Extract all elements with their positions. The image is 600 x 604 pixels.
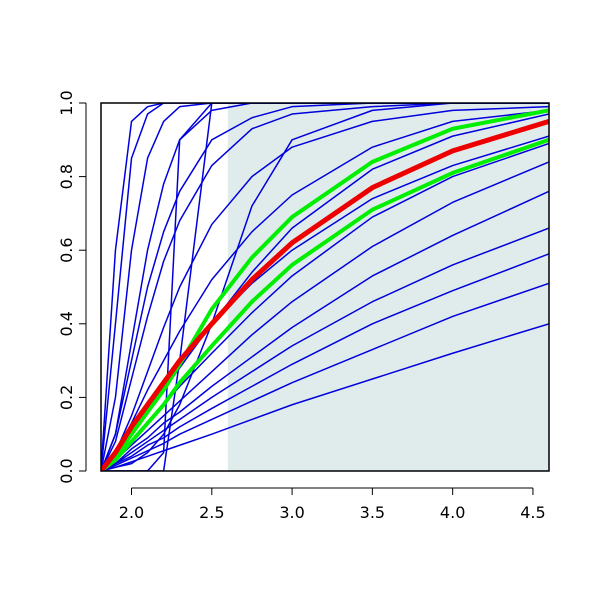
y-tick-label: 0.8: [57, 164, 76, 189]
curve: [101, 103, 549, 471]
x-tick-label: 4.0: [440, 503, 465, 522]
curve: [101, 103, 549, 471]
y-tick-label: 1.0: [57, 90, 76, 115]
curve: [101, 137, 549, 471]
curve: [101, 105, 549, 471]
shaded-region: [227, 103, 549, 471]
y-tick-label: 0.6: [57, 237, 76, 262]
curve: [101, 190, 549, 471]
x-tick-label: 3.0: [279, 503, 304, 522]
curve: [101, 103, 549, 471]
y-tick-label: 0.0: [57, 458, 76, 483]
x-tick-label: 2.5: [199, 503, 224, 522]
plot-area: [101, 103, 549, 471]
curve: [101, 282, 549, 471]
curve: [101, 253, 549, 471]
curve: [101, 227, 549, 471]
y-tick-label: 0.4: [57, 311, 76, 336]
x-tick-label: 4.5: [520, 503, 545, 522]
curve: [101, 161, 549, 471]
curve: [101, 103, 549, 471]
plot-box: [100, 102, 550, 472]
curve: [101, 119, 549, 471]
y-tick-label: 0.2: [57, 385, 76, 410]
curve: [101, 103, 549, 471]
curve: [101, 103, 549, 471]
curve: [101, 323, 549, 471]
x-tick-label: 3.5: [360, 503, 385, 522]
curve: [101, 103, 549, 471]
x-tick-label: 2.0: [119, 503, 144, 522]
curve: [101, 108, 549, 471]
curve: [101, 103, 549, 471]
